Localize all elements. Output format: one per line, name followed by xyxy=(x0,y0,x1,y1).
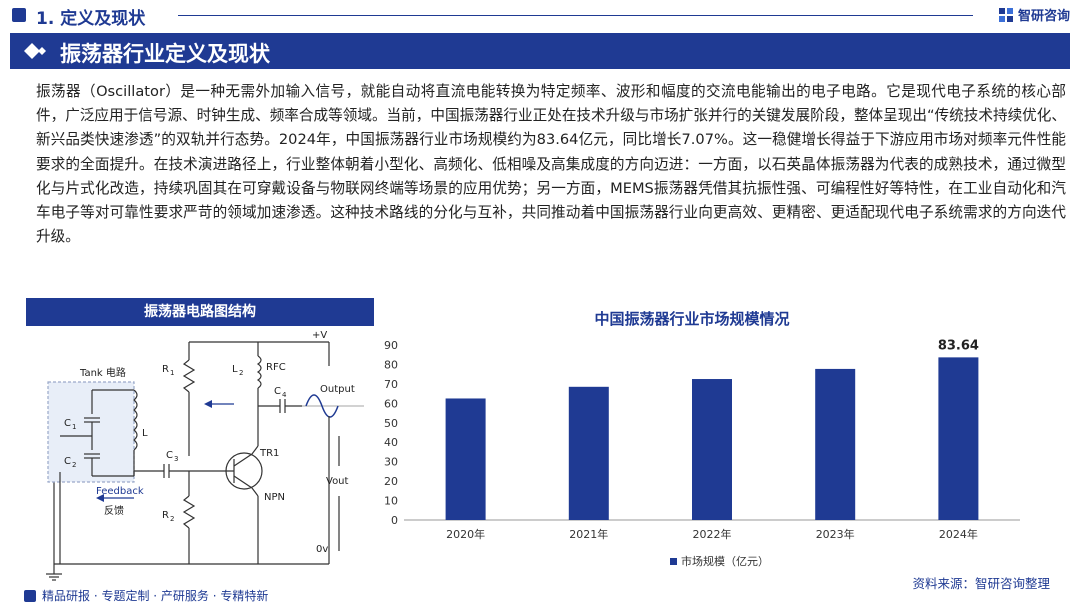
l2-sub: 2 xyxy=(239,369,243,377)
x-tick-label: 2021年 xyxy=(569,527,608,541)
zero-v-label: 0v xyxy=(316,544,328,555)
legend-label: 市场规模（亿元） xyxy=(681,554,769,568)
r1-sub: 1 xyxy=(170,369,174,377)
footer-services: 精品研报 · 专题定制 · 产研服务 · 专精特新 xyxy=(24,587,268,604)
l-label: L xyxy=(142,428,148,439)
section-icon xyxy=(12,8,26,22)
brand: 智研咨询 xyxy=(998,5,1070,24)
c2-sub: 2 xyxy=(72,461,76,469)
intro-paragraph: 振荡器（Oscillator）是一种无需外加输入信号，就能自动将直流电能转换为特… xyxy=(36,83,1066,246)
top-bar: 1. 定义及现状 智研咨询 xyxy=(0,0,1080,30)
tr1-label: TR1 xyxy=(259,448,279,459)
y-tick-label: 90 xyxy=(384,339,398,352)
page-title: 振荡器行业定义及现状 xyxy=(60,42,270,66)
title-banner: 振荡器行业定义及现状 xyxy=(10,33,1070,69)
r1-label: R xyxy=(162,364,169,375)
y-tick-label: 30 xyxy=(384,456,398,469)
tank-label: Tank 电路 xyxy=(79,366,126,379)
x-tick-label: 2022年 xyxy=(693,527,732,541)
x-tick-label: 2023年 xyxy=(816,527,855,541)
bar xyxy=(938,357,979,520)
c1-sub: 1 xyxy=(72,423,76,431)
diamond-icon xyxy=(24,43,46,59)
chart-bars: 2020年 2021年 2022年 2023年 2024年 83.64 xyxy=(445,338,979,541)
y-tick-label: 0 xyxy=(391,514,398,527)
legend-swatch xyxy=(670,558,677,565)
footer: 精品研报 · 专题定制 · 产研服务 · 专精特新 资料来源：智研咨询整理 xyxy=(0,576,1080,605)
vplus-label: +V xyxy=(312,330,327,341)
rfc-label: RFC xyxy=(266,362,286,373)
section-title: 1. 定义及现状 xyxy=(36,9,146,29)
c3-sub: 3 xyxy=(174,455,178,463)
circuit-title: 振荡器电路图结构 xyxy=(26,298,374,326)
y-tick-label: 60 xyxy=(384,397,398,410)
chart-axis: 0 10 20 30 40 50 60 70 80 90 xyxy=(384,339,1020,527)
c4-sub: 4 xyxy=(282,391,287,399)
npn-label: NPN xyxy=(264,492,285,503)
brand-logo-icon xyxy=(998,7,1013,22)
y-tick-label: 10 xyxy=(384,495,398,508)
y-tick-label: 20 xyxy=(384,475,398,488)
x-tick-label: 2024年 xyxy=(939,527,978,541)
c3-label: C xyxy=(166,450,173,461)
bar xyxy=(445,398,486,520)
chart-legend: 市场规模（亿元） xyxy=(670,554,769,568)
bar xyxy=(568,386,609,520)
y-tick-label: 40 xyxy=(384,436,398,449)
bar xyxy=(815,368,856,520)
c2-label: C xyxy=(64,456,71,467)
footer-logo-icon xyxy=(24,589,36,602)
chart-title: 中国振荡器行业市场规模情况 xyxy=(594,310,789,328)
y-tick-label: 70 xyxy=(384,378,398,391)
data-label: 83.64 xyxy=(938,338,979,353)
source-note: 资料来源：智研咨询整理 xyxy=(912,576,1050,591)
y-tick-label: 80 xyxy=(384,358,398,371)
x-tick-label: 2020年 xyxy=(446,527,485,541)
bar xyxy=(692,379,732,520)
section-divider xyxy=(178,15,973,16)
r2-label: R xyxy=(162,510,169,521)
feedback-label: Feedback xyxy=(96,486,144,497)
vout-label: Vout xyxy=(326,476,349,487)
c4-label: C xyxy=(274,386,281,397)
circuit-diagram: +V Tank 电路 R 1 L 2 RFC C 4 Output C 1 L … xyxy=(46,330,364,581)
brand-name: 智研咨询 xyxy=(1017,9,1070,24)
output-label: Output xyxy=(320,384,355,395)
footer-services-text: 精品研报 · 专题定制 · 产研服务 · 专精特新 xyxy=(42,589,269,603)
y-tick-label: 50 xyxy=(384,417,398,430)
feedback-cn-label: 反馈 xyxy=(104,504,124,517)
l2-label: L xyxy=(232,364,238,375)
c1-label: C xyxy=(64,418,71,429)
r2-sub: 2 xyxy=(170,515,174,523)
